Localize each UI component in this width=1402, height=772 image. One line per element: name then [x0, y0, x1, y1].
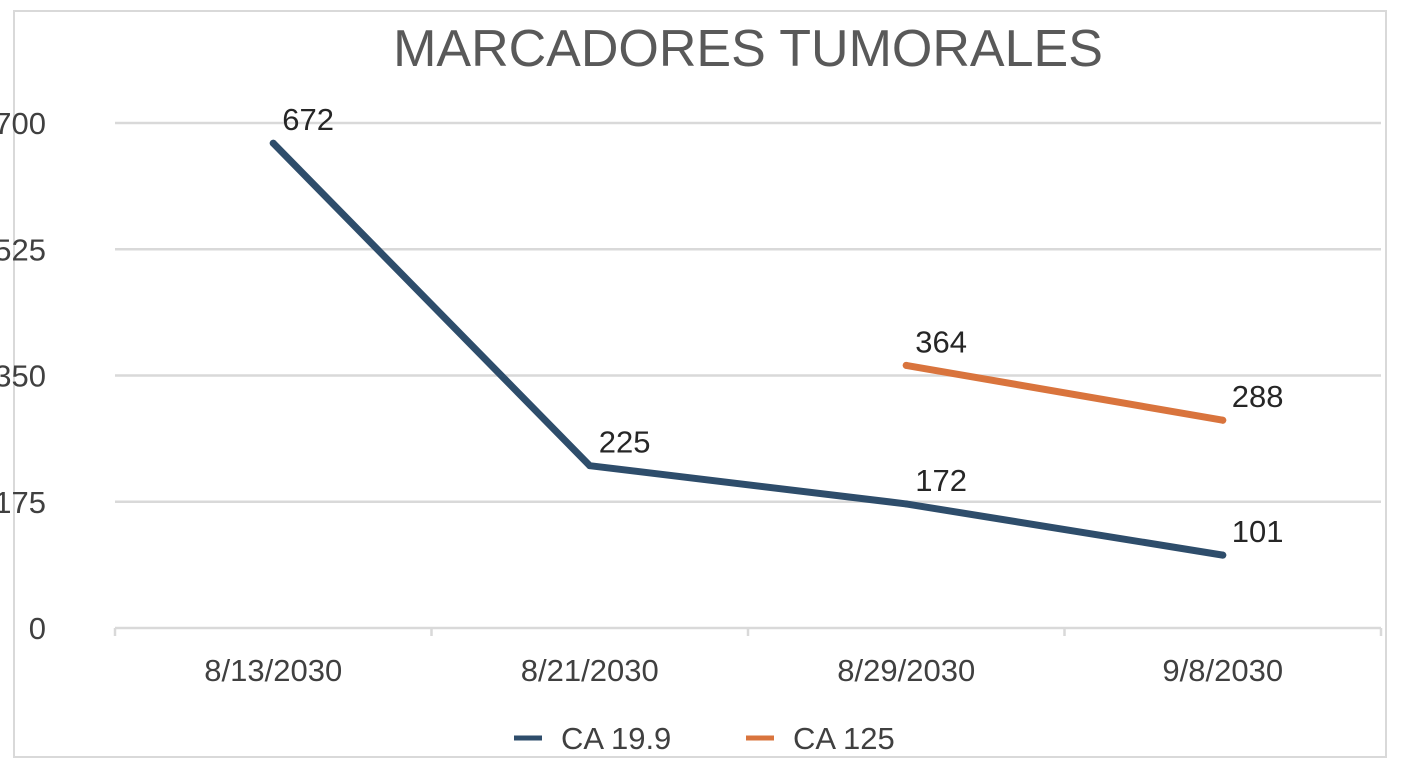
x-axis: 8/13/2030 8/21/2030 8/29/2030 9/8/2030 — [113, 626, 1383, 688]
data-point-ca-125-3 — [1219, 416, 1227, 424]
y-tick-label-175: 175 — [0, 485, 46, 520]
data-label-ca-19-9-1: 225 — [599, 425, 651, 460]
legend: CA 19.9 CA 125 — [514, 721, 895, 756]
grid-lines — [115, 121, 1381, 503]
series-line-ca-125 — [902, 361, 1227, 424]
chart-frame — [13, 10, 1387, 758]
data-label-ca-125-3: 288 — [1232, 379, 1284, 414]
y-tick-label-0: 0 — [29, 611, 46, 646]
y-axis-tick-labels: 0 175 350 525 700 — [0, 106, 46, 646]
data-point-ca-125-2 — [902, 361, 910, 369]
data-labels: 672 225 172 101 364 288 — [282, 102, 1283, 549]
x-tick-label-8-21-2030: 8/21/2030 — [521, 653, 659, 688]
data-point-ca-19-9-0 — [269, 139, 277, 147]
data-label-ca-19-9-2: 172 — [915, 463, 967, 498]
series-line-ca-19-9 — [269, 139, 1227, 559]
series-lines — [269, 139, 1227, 559]
data-point-ca-19-9-2 — [902, 500, 910, 508]
legend-label-ca-19-9: CA 19.9 — [561, 721, 671, 756]
y-tick-label-350: 350 — [0, 359, 46, 394]
y-tick-label-700: 700 — [0, 106, 46, 141]
x-tick-label-9-8-2030: 9/8/2030 — [1162, 653, 1283, 688]
chart-title: MARCADORES TUMORALES — [393, 20, 1103, 78]
data-label-ca-19-9-0: 672 — [282, 102, 334, 137]
y-tick-label-525: 525 — [0, 232, 46, 267]
legend-label-ca-125: CA 125 — [793, 721, 895, 756]
data-label-ca-125-2: 364 — [915, 324, 967, 359]
data-label-ca-19-9-3: 101 — [1232, 514, 1284, 549]
data-point-ca-19-9-3 — [1219, 551, 1227, 559]
x-tick-label-8-13-2030: 8/13/2030 — [204, 653, 342, 688]
x-tick-label-8-29-2030: 8/29/2030 — [837, 653, 975, 688]
data-point-ca-19-9-1 — [586, 462, 594, 470]
